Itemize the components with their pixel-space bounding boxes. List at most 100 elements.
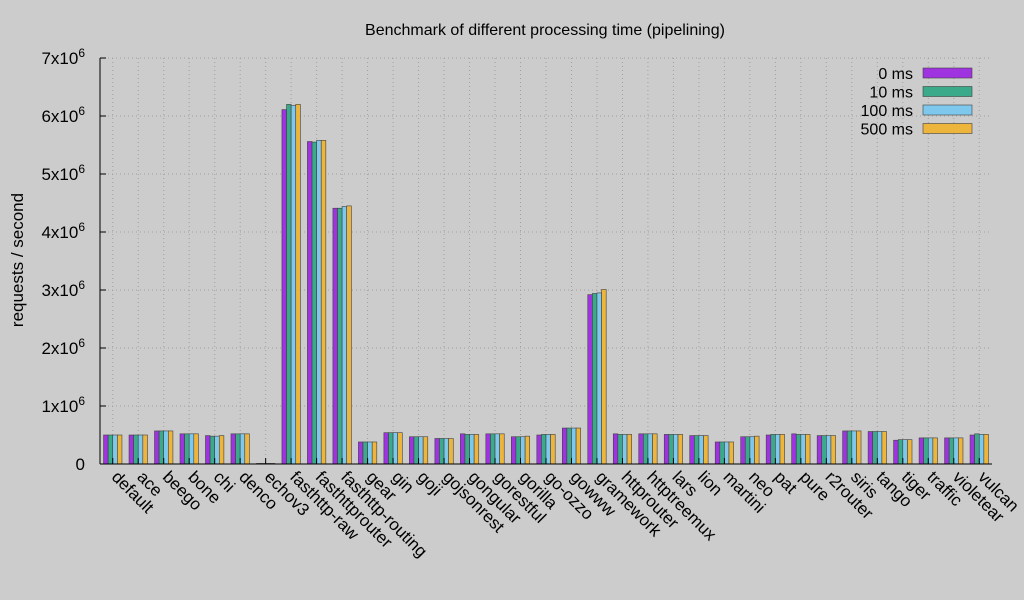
bar: [362, 441, 368, 465]
grid: [100, 57, 992, 464]
y-tick-mantissa: 4x10: [41, 223, 78, 242]
legend-label: 100 ms: [861, 103, 913, 120]
bar: [392, 432, 398, 465]
legend-label: 500 ms: [861, 122, 913, 139]
bar: [867, 431, 874, 465]
y-tick-mantissa: 7x10: [41, 49, 78, 68]
bar: [128, 434, 134, 465]
bar: [286, 104, 292, 465]
y-tick-mantissa: 2x10: [41, 339, 78, 358]
y-tick-mantissa: 1x10: [41, 397, 78, 416]
y-tick-exponent: 6: [78, 394, 85, 408]
bar: [499, 433, 505, 465]
bar: [907, 439, 913, 465]
bar: [320, 140, 327, 465]
bar: [290, 105, 297, 465]
bar: [434, 438, 440, 465]
bar: [677, 434, 683, 465]
y-tick-label: 7x106: [41, 46, 85, 68]
bar: [295, 104, 301, 465]
y-tick-exponent: 6: [78, 162, 85, 176]
bar: [626, 434, 632, 465]
bar: [341, 206, 348, 465]
bar: [469, 434, 475, 465]
y-tick-mantissa: 5x10: [41, 165, 78, 184]
bar: [575, 427, 581, 465]
bar: [800, 434, 806, 465]
bar: [214, 435, 220, 465]
bar: [724, 441, 730, 465]
bar: [795, 434, 802, 465]
bar: [689, 435, 695, 465]
bar: [698, 435, 704, 465]
bar: [927, 437, 934, 465]
bar: [103, 434, 109, 465]
bar: [464, 434, 470, 465]
y-tick-label: 6x106: [41, 104, 85, 126]
bar: [622, 434, 628, 465]
y-tick-mantissa: 3x10: [41, 281, 78, 300]
bar: [694, 435, 700, 465]
bars: [103, 104, 989, 465]
bar: [179, 433, 185, 465]
bar: [893, 439, 899, 465]
y-tick-label: 1x106: [41, 394, 85, 416]
bar: [592, 293, 598, 465]
y-tick-exponent: 6: [78, 46, 85, 60]
bar: [158, 430, 165, 465]
bar: [647, 433, 653, 465]
y-tick-mantissa: 0: [76, 455, 85, 474]
bar: [163, 430, 169, 465]
y-tick-mantissa: 6x10: [41, 107, 78, 126]
bar: [566, 427, 572, 465]
bar: [749, 436, 755, 465]
bar: [524, 435, 531, 465]
x-ticks: defaultacebeegobonechidencoechov3fasthtt…: [108, 467, 1023, 561]
bar: [923, 437, 929, 465]
bar: [587, 294, 593, 465]
bar: [397, 432, 403, 465]
legend-swatch: [922, 67, 973, 79]
bar: [494, 433, 500, 465]
bar: [383, 432, 389, 465]
bar: [765, 434, 772, 465]
bar: [346, 205, 352, 465]
bar: [137, 434, 144, 465]
bar: [944, 437, 950, 465]
bar: [652, 433, 658, 465]
bar: [536, 434, 542, 465]
bar: [239, 433, 246, 465]
bar: [754, 435, 760, 465]
y-tick-label: 5x106: [41, 162, 85, 184]
bar: [561, 427, 568, 465]
legend-label: 0 ms: [878, 66, 913, 83]
bar: [371, 441, 378, 465]
bar: [545, 434, 551, 465]
bar: [388, 432, 394, 465]
legend-swatch: [922, 123, 973, 134]
bar: [791, 433, 797, 465]
bar: [830, 435, 836, 465]
bar: [673, 434, 679, 465]
bar: [601, 289, 607, 465]
bar: [311, 141, 317, 465]
bar: [902, 439, 908, 465]
bar: [856, 430, 862, 465]
bar: [515, 436, 521, 465]
bar: [953, 437, 959, 465]
bar: [816, 435, 823, 465]
bar: [307, 141, 313, 465]
bar: [439, 438, 445, 465]
bar: [663, 434, 670, 465]
bar: [851, 430, 857, 465]
legend-swatch: [922, 104, 973, 116]
bar: [332, 207, 338, 465]
bar: [612, 433, 619, 465]
x-tick-label: pat: [771, 467, 801, 497]
bar: [367, 441, 373, 465]
bar: [948, 437, 955, 465]
bar: [821, 435, 827, 465]
bar: [638, 433, 644, 465]
